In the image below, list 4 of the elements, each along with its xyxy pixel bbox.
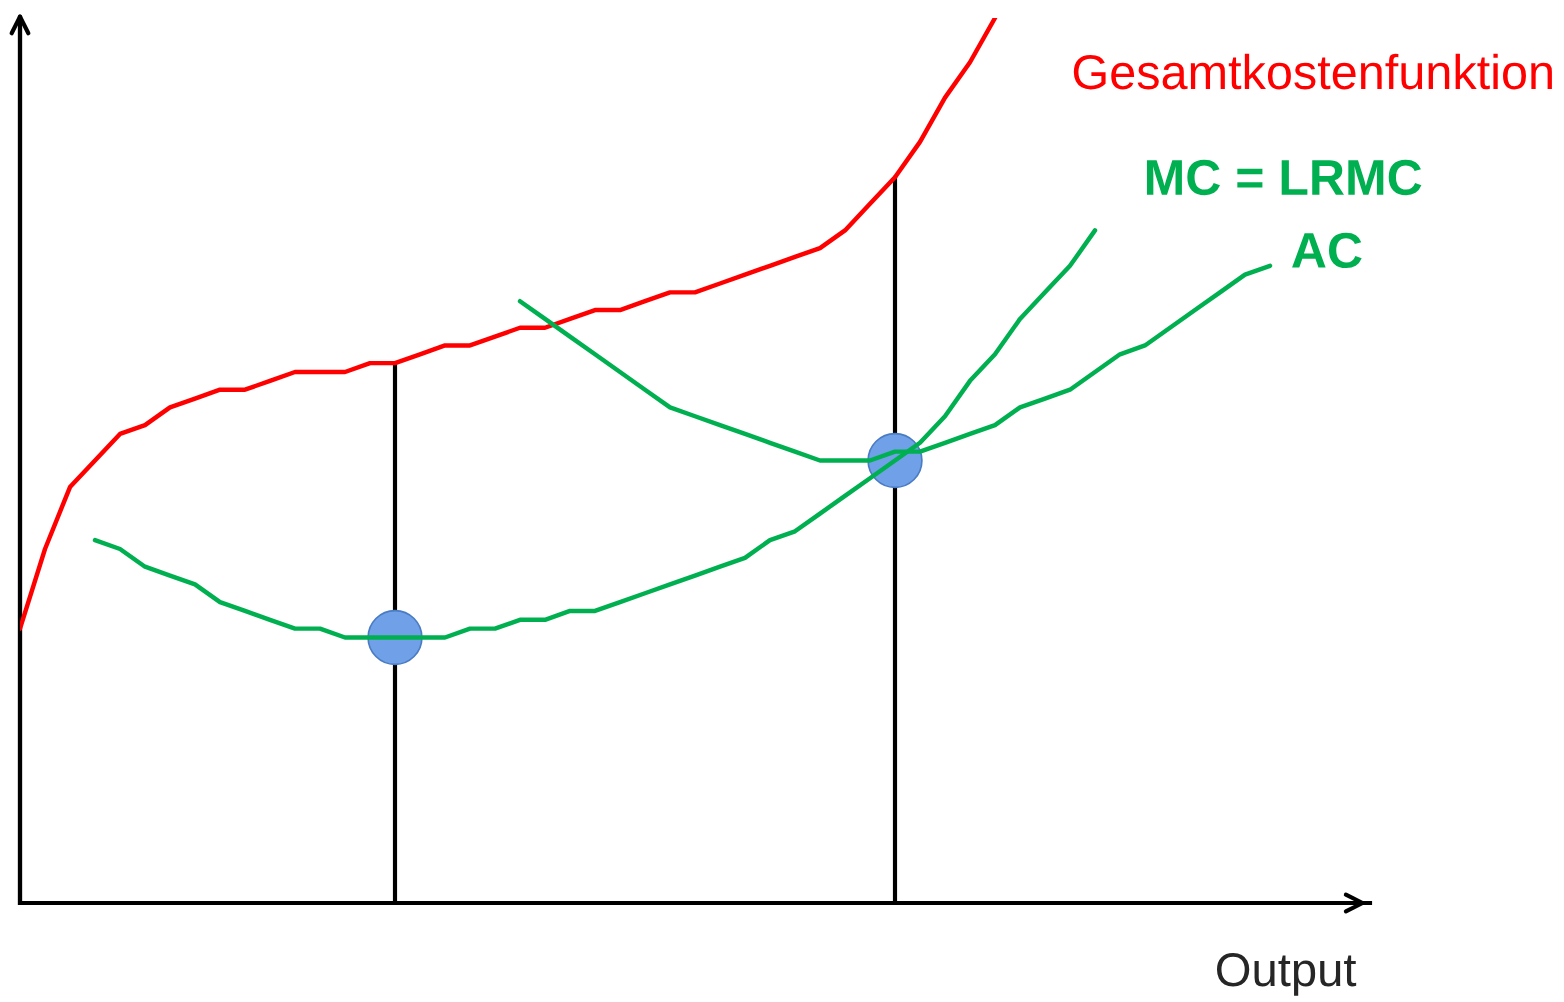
x-axis-title: Output — [1216, 953, 1357, 996]
series-label: Gesamtkostenfunktion — [1073, 53, 1552, 90]
series-label: AC — [1292, 232, 1362, 269]
series-label: MC = LRMC — [1146, 159, 1422, 196]
